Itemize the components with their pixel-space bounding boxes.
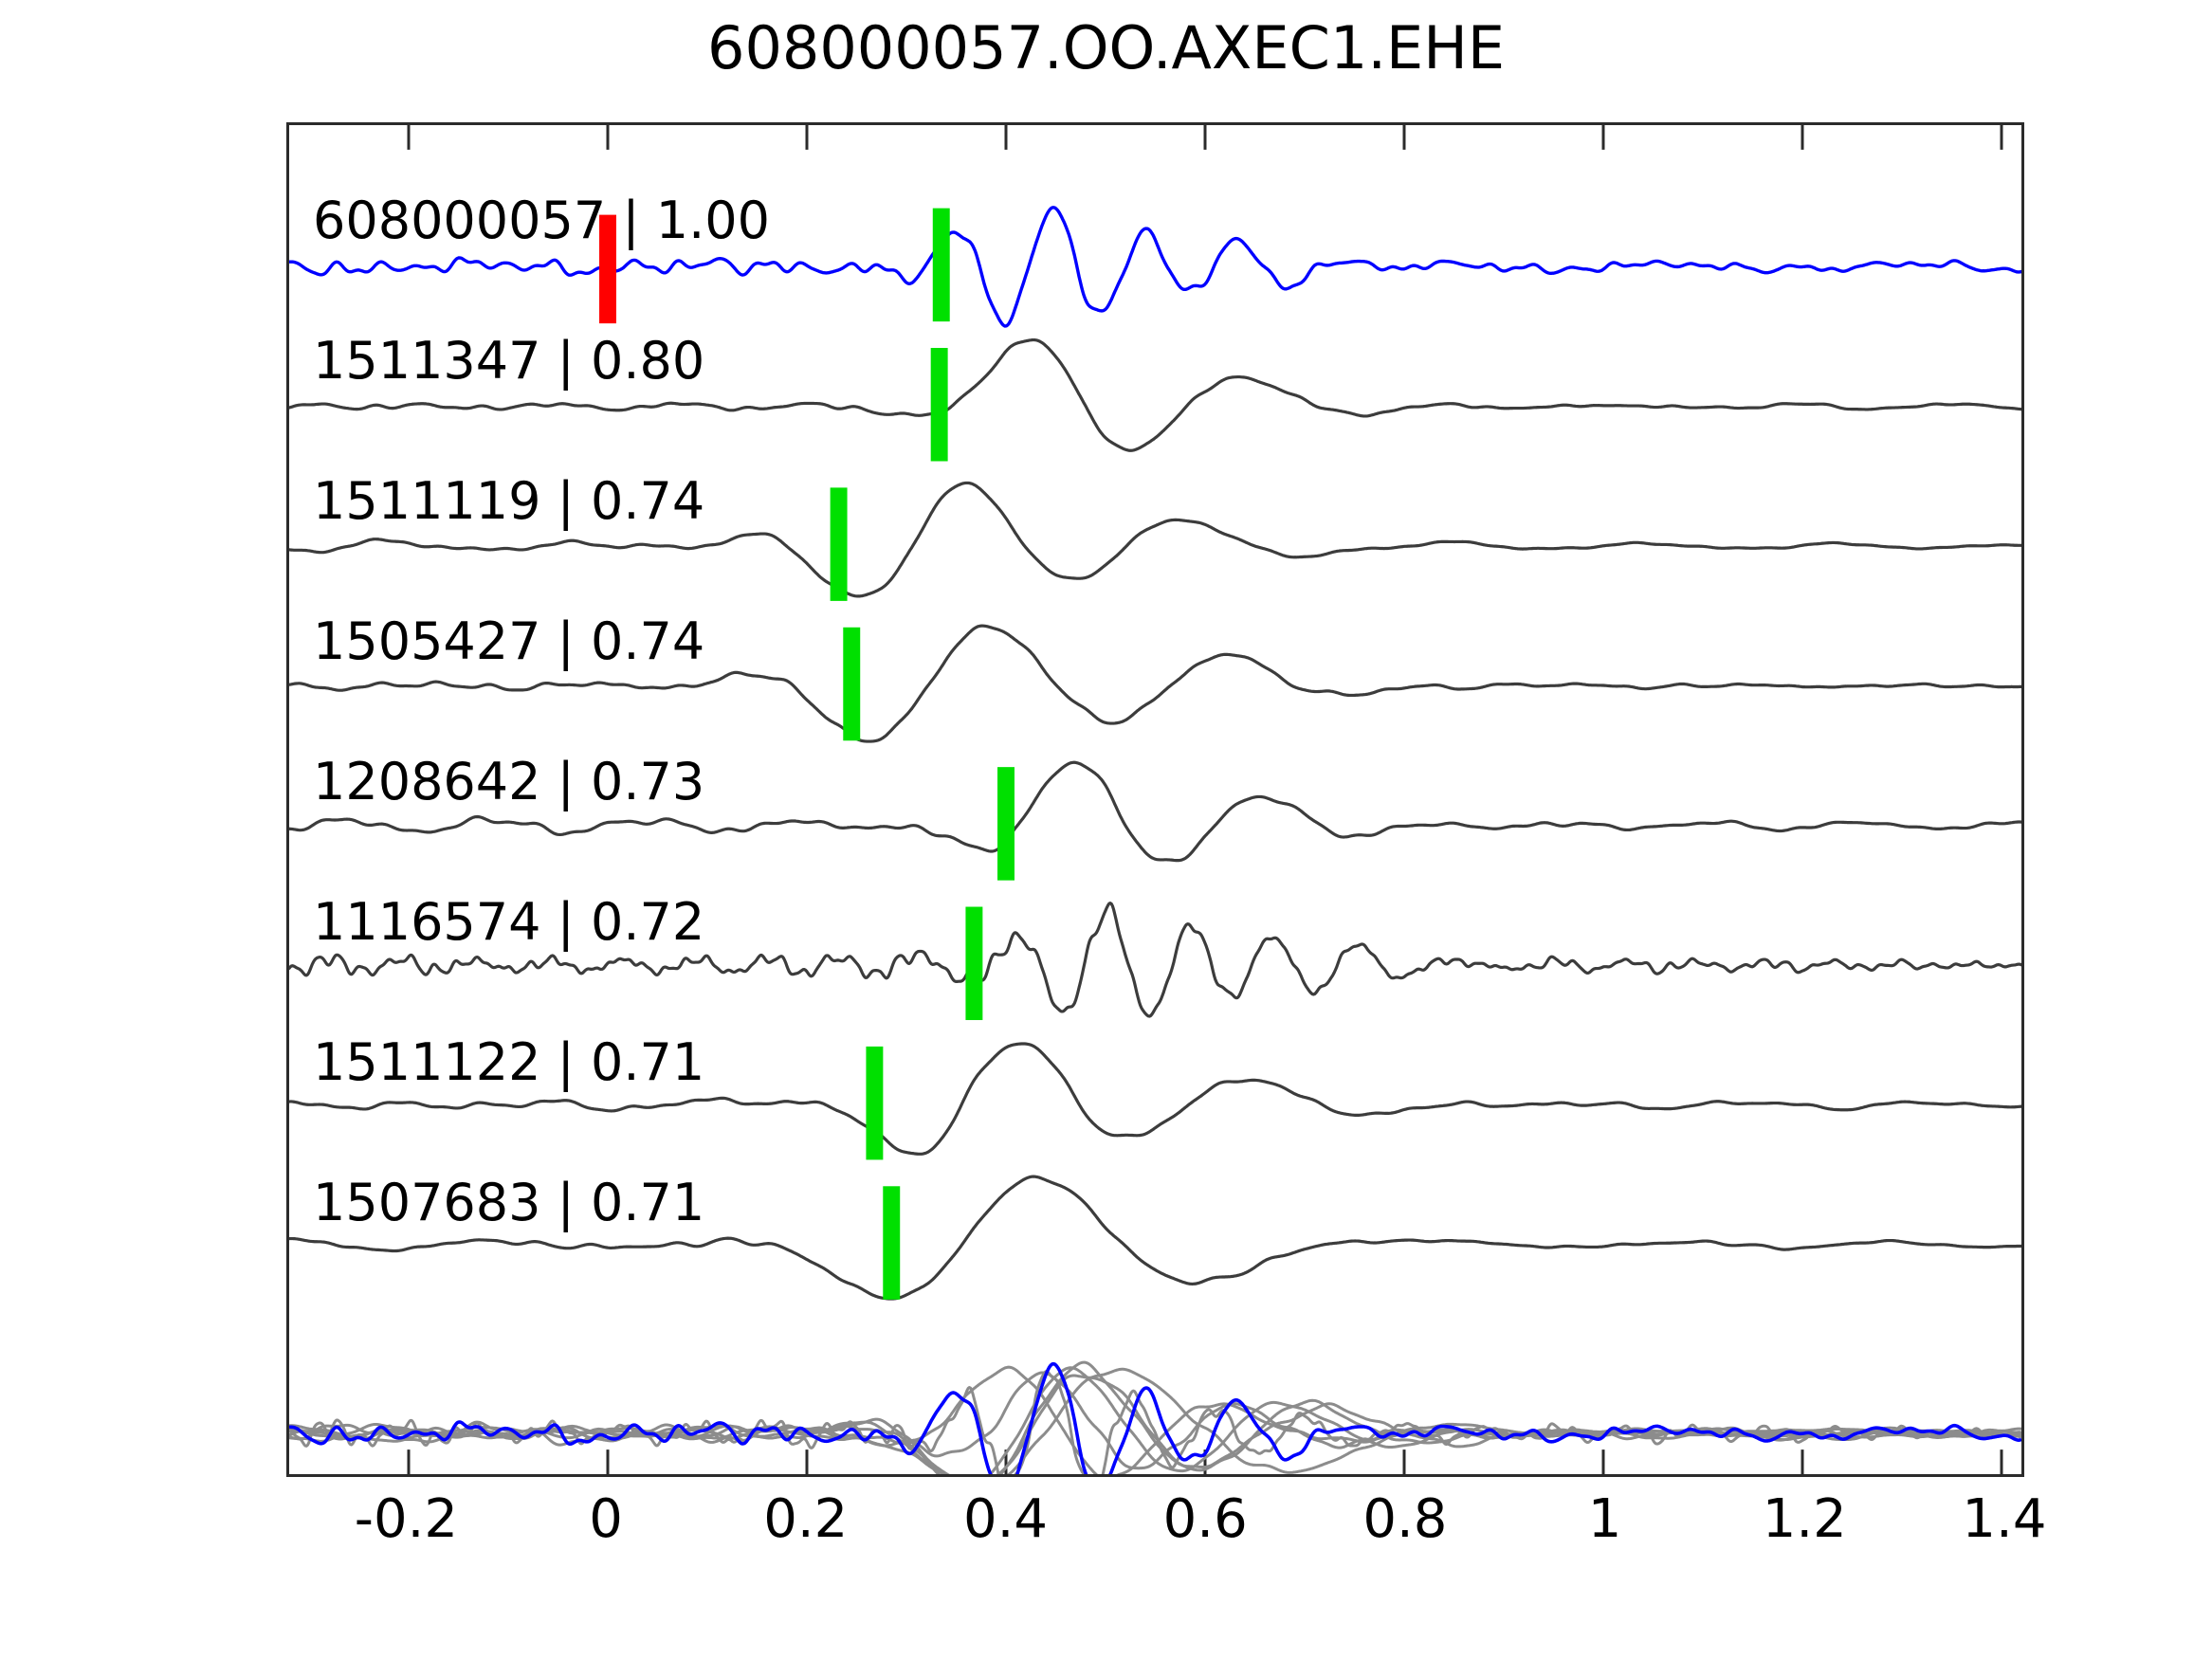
overlay-trace-1208642: [289, 1371, 2021, 1470]
overlay-trace-1507683: [289, 1367, 2021, 1474]
detection-pick-marker-1505427: [843, 627, 861, 741]
x-tick-label: 1.4: [1962, 1488, 2047, 1550]
x-tick-label: 1: [1587, 1488, 1622, 1550]
plot-area: [286, 122, 2024, 1477]
waveform-trace-1511347: [289, 337, 2021, 452]
overlay-trace-1116574: [289, 1370, 2021, 1474]
x-tick-label: -0.2: [354, 1488, 459, 1550]
detection-pick-marker-1208642: [997, 767, 1015, 881]
waveform-trace-1511122: [289, 1042, 2021, 1156]
detection-pick-marker-608000057: [932, 208, 950, 322]
waveform-trace-608000057: [289, 206, 2021, 328]
x-tick-label: 0.8: [1362, 1488, 1448, 1550]
detection-pick-marker-1116574: [965, 906, 983, 1021]
x-axis-tick-labels: -0.2 0 0.2 0.4 0.6 0.8 1 1.2 1.4: [286, 1488, 2047, 1564]
overlay-trace-template: [289, 1361, 2021, 1474]
x-tick-label: 0.2: [763, 1488, 849, 1550]
waveform-trace-1208642: [289, 760, 2021, 863]
trace-label-1511347: 1511347 | 0.80: [313, 331, 705, 391]
x-tick-label: 1.2: [1762, 1488, 1847, 1550]
reference-pick-marker-608000057: [599, 214, 616, 324]
waveform-trace-1116574: [289, 902, 2021, 1018]
detection-pick-marker-1507683: [883, 1186, 901, 1300]
trace-label-1208642: 1208642 | 0.73: [313, 752, 705, 811]
page-title: 608000057.OO.AXEC1.EHE: [707, 13, 1505, 82]
waveform-trace-1505427: [289, 624, 2021, 743]
x-tick-label: 0: [589, 1488, 623, 1550]
trace-label-1116574: 1116574 | 0.72: [313, 892, 705, 952]
detection-pick-marker-1511347: [930, 348, 948, 462]
waveform-trace-1511119: [289, 481, 2021, 598]
trace-label-1511122: 1511122 | 0.71: [313, 1032, 705, 1092]
detection-pick-marker-1511122: [866, 1046, 884, 1160]
x-tick-label: 0.6: [1162, 1488, 1248, 1550]
trace-label-1507683: 1507683 | 0.71: [313, 1173, 705, 1232]
trace-label-608000057: 608000057 | 1.00: [313, 191, 770, 250]
trace-label-1505427: 1505427 | 0.74: [313, 611, 705, 671]
trace-label-1511119: 1511119 | 0.74: [313, 471, 705, 531]
waveform-trace-1507683: [289, 1175, 2021, 1301]
detection-pick-marker-1511119: [830, 487, 848, 601]
overlay-trace-1505427: [289, 1360, 2021, 1474]
waveform-canvas: [289, 125, 2021, 1474]
x-tick-label: 0.4: [962, 1488, 1048, 1550]
